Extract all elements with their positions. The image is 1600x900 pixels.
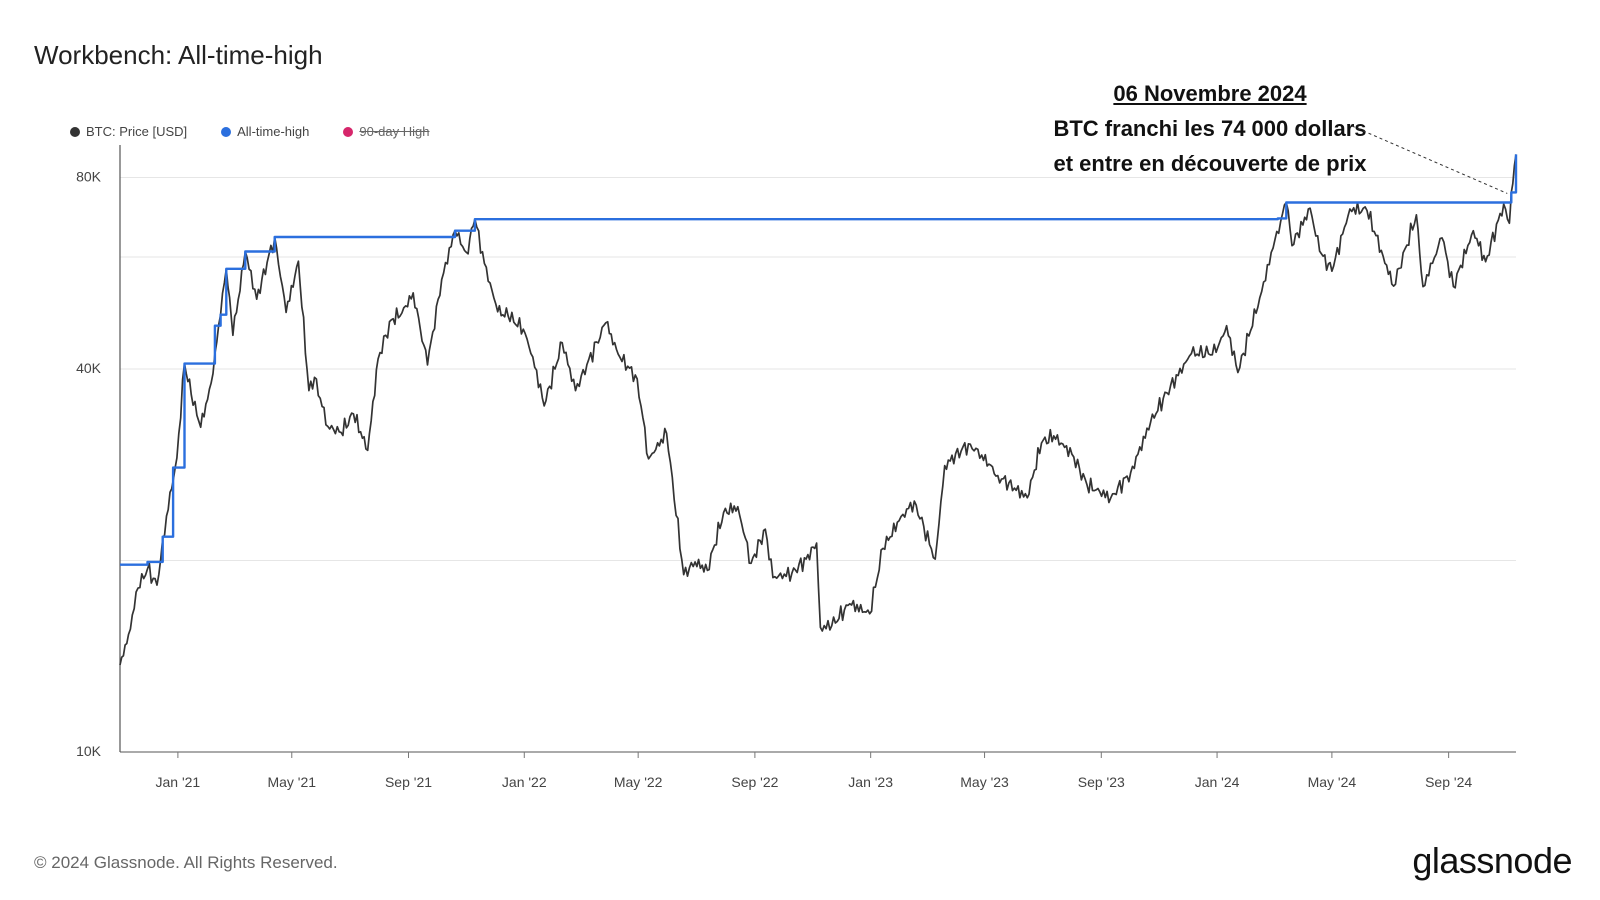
legend-label-90-day-high: 90-day High — [359, 124, 430, 139]
annotation-line-1: BTC franchi les 74 000 dollars — [1053, 116, 1367, 141]
legend-item-90-day-high[interactable]: 90-day High — [343, 124, 429, 139]
legend-dot-all-time-high — [221, 126, 232, 137]
x-tick-label: Sep '22 — [731, 774, 778, 790]
legend-dot-90-day-high — [343, 126, 354, 137]
glassnode-logo[interactable]: glassnode — [1412, 840, 1572, 881]
chart-grid — [120, 177, 1516, 562]
legend-dot-btc-price — [70, 126, 80, 137]
annotation-date: 06 Novembre 2024 — [1113, 81, 1307, 106]
x-tick-label: May '22 — [614, 774, 663, 790]
series-line — [119, 154, 1517, 666]
y-axis-ticks: 10K 40K 80K — [76, 169, 102, 759]
legend-label-all-time-high: All-time-high — [237, 124, 310, 139]
x-tick-label: May '24 — [1308, 774, 1357, 790]
legend-label-btc-price: BTC: Price [USD] — [86, 124, 188, 139]
x-tick-label: Sep '24 — [1425, 774, 1472, 790]
chart-series — [119, 154, 1518, 666]
x-tick-label: Sep '23 — [1078, 774, 1125, 790]
x-tick-label: May '23 — [960, 774, 1009, 790]
series-line — [120, 154, 1518, 566]
x-tick-label: Sep '21 — [385, 774, 432, 790]
y-tick-label: 40K — [76, 360, 102, 376]
chart-annotation: 06 Novembre 2024 BTC franchi les 74 000 … — [1030, 76, 1390, 181]
x-tick-label: Jan '21 — [156, 774, 201, 790]
x-tick-label: Jan '24 — [1195, 774, 1240, 790]
x-tick-label: Jan '22 — [502, 774, 547, 790]
x-tick-label: May '21 — [267, 774, 316, 790]
copyright-text: © 2024 Glassnode. All Rights Reserved. — [34, 853, 338, 872]
y-tick-label: 10K — [76, 743, 102, 759]
legend-item-all-time-high[interactable]: All-time-high — [221, 124, 309, 139]
annotation-arrow-group — [1351, 125, 1508, 194]
chart-legend: BTC: Price [USD] All-time-high 90-day Hi… — [70, 124, 429, 139]
annotation-arrow — [1351, 125, 1508, 194]
annotation-line-2: et entre en découverte de prix — [1053, 151, 1367, 176]
legend-item-btc-price[interactable]: BTC: Price [USD] — [70, 124, 187, 139]
chart-axes — [119, 145, 1516, 753]
page-title: Workbench: All-time-high — [34, 40, 323, 70]
y-tick-label: 80K — [76, 169, 102, 185]
x-axis-ticks: Jan '21 May '21 Sep '21 Jan '22 May '22 Sep '… — [156, 752, 1472, 790]
x-tick-label: Jan '23 — [848, 774, 893, 790]
